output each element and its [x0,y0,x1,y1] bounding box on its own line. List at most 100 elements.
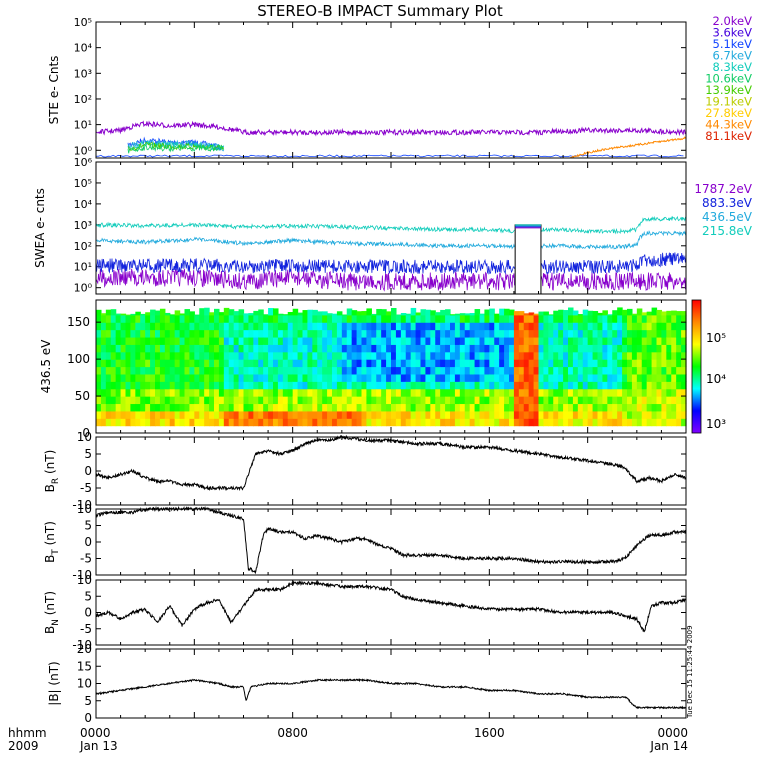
heatmap-cell [336,403,343,412]
heatmap-cell [548,388,554,397]
heatmap-cell [386,381,392,390]
heatmap-cell [681,410,687,419]
heatmap-cell [440,322,446,331]
heatmap-cell [410,329,417,338]
heatmap-cell [602,322,608,331]
heatmap-cell [356,403,363,412]
heatmap-cell [361,322,368,331]
heatmap-cell [528,381,535,390]
heatmap-cell [322,396,328,405]
heatmap-cell [592,322,599,331]
heatmap-cell [410,314,417,323]
heatmap-cell [174,418,181,427]
heatmap-cell [386,351,392,360]
heatmap-cell [572,373,579,382]
heatmap-cell [125,351,132,360]
heatmap-cell [189,381,195,390]
heatmap-cell [430,373,436,382]
heatmap-cell [238,359,245,368]
heatmap-cell [282,314,289,316]
colorbar-label: 10³ [706,417,726,431]
heatmap-cell [346,314,353,323]
heatmap-cell [543,314,549,323]
heatmap-cell [336,359,343,368]
heatmap-cell [199,308,205,316]
heatmap-cell [523,329,530,338]
heatmap-cell [661,344,667,353]
heatmap-cell [627,410,633,419]
heatmap-cell [391,351,397,360]
heatmap-cell [617,322,623,331]
heatmap-cell [263,396,269,405]
heatmap-cell [282,329,289,338]
heatmap-cell [214,410,220,419]
heatmap-cell [543,329,549,338]
heatmap-cell [445,309,451,316]
y-tick-label: 10³ [74,219,92,232]
heatmap-cell [538,311,545,316]
heatmap-cell [356,311,363,316]
heatmap-cell [568,381,574,390]
heatmap-cell [302,388,309,397]
heatmap-cell [312,381,318,390]
heatmap-cell [415,381,422,390]
heatmap-cell [538,396,545,405]
heatmap-cell [445,359,451,368]
heatmap-cell [538,381,545,390]
heatmap-cell [366,410,372,419]
heatmap-cell [572,366,579,375]
heatmap-cell [631,336,638,345]
heatmap-cell [646,314,653,323]
heatmap-cell [292,418,299,427]
heatmap-cell [671,351,677,360]
heatmap-cell [459,410,466,419]
field-panel [95,436,687,506]
heatmap-cell [410,381,417,390]
heatmap-cell [440,309,446,316]
heatmap-cell [312,359,318,368]
heatmap-cell [332,410,338,419]
legend-entry: 2.0keV [713,14,753,28]
heatmap-cell [351,418,358,427]
heatmap-cell [440,336,446,345]
heatmap-cell [415,329,422,338]
heatmap-cell [454,359,461,368]
heatmap-cell [159,322,166,331]
heatmap-cell [169,388,176,397]
heatmap-cell [332,366,338,375]
heatmap-cell [459,396,466,405]
heatmap-cell [499,322,505,331]
heatmap-cell [361,396,368,405]
heatmap-cell [312,410,318,419]
heatmap-cell [312,366,318,375]
heatmap-cell [366,418,372,427]
heatmap-cell [636,373,643,382]
heatmap-cell [336,388,343,397]
heatmap-cell [656,366,663,375]
heatmap-cell [420,309,427,316]
heatmap-cell [322,314,328,323]
heatmap-cell [582,381,589,390]
heatmap-cell [381,410,387,419]
heatmap-cell [282,351,289,360]
heatmap-cell [597,314,604,323]
heatmap-cell [292,314,299,323]
heatmap-cell [533,418,540,427]
heatmap-cell [627,403,633,412]
heatmap-cell [489,308,495,316]
heatmap-cell [523,336,530,345]
heatmap-cell [336,396,343,405]
heatmap-cell [509,388,515,397]
heatmap-cell [105,359,112,368]
heatmap-cell [533,314,540,323]
heatmap-cell [263,410,269,419]
heatmap-cell [568,329,574,338]
heatmap-cell [302,381,309,390]
heatmap-cell [145,410,151,419]
heatmap-cell [469,373,476,382]
heatmap-cell [287,388,294,397]
heatmap-cell [602,373,608,382]
heatmap-cell [194,396,200,405]
heatmap-cell [356,418,363,427]
heatmap-cell [174,410,181,419]
